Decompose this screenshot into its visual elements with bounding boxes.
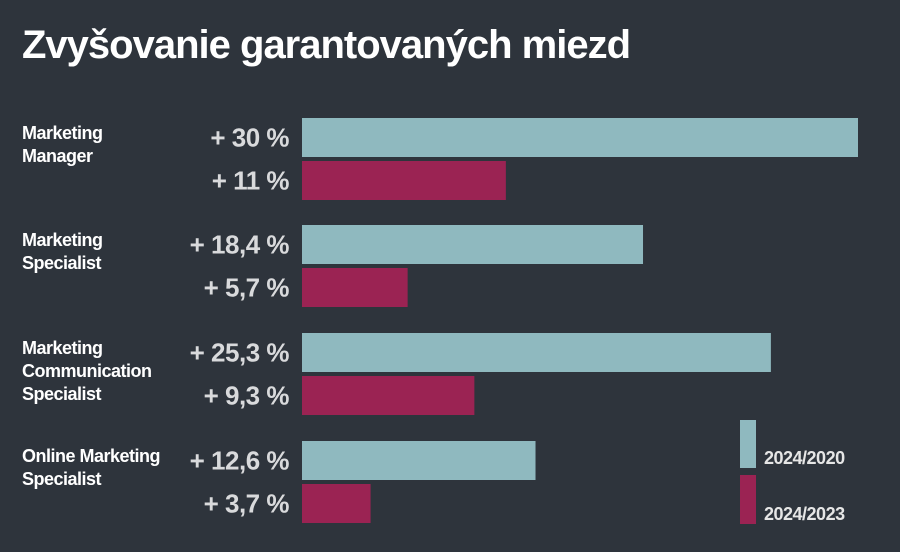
legend: 2024/2020 2024/2023 [740, 420, 846, 524]
value-label: + 9,3 % [204, 381, 290, 411]
category-label: Marketing Manager [22, 123, 103, 166]
bar-series-1 [302, 441, 536, 480]
legend-label: 2024/2023 [764, 504, 845, 524]
value-label: + 30 % [210, 123, 289, 153]
value-label: + 25,3 % [190, 338, 290, 368]
category-label-line: Online Marketing [22, 446, 160, 466]
bar-series-2 [302, 268, 408, 307]
category-label: Online Marketing Specialist [22, 446, 160, 489]
bar-series-2 [302, 376, 475, 415]
bar-series-2 [302, 161, 506, 200]
category-label-line: Marketing [22, 123, 103, 143]
category-label-line: Manager [22, 146, 93, 166]
value-label: + 11 % [212, 166, 290, 196]
category-label: Marketing Communication Specialist [22, 338, 152, 404]
legend-label: 2024/2020 [764, 448, 845, 468]
value-label: + 3,7 % [204, 489, 290, 519]
legend-swatch [740, 475, 756, 524]
bar-series-2 [302, 484, 371, 523]
category-label-line: Specialist [22, 469, 102, 489]
category-label-line: Marketing [22, 230, 103, 250]
category-label: Marketing Specialist [22, 230, 103, 273]
value-labels-layer: + 30 % + 11 % + 18,4 % + 5,7 % + 25,3 % + 9,3… [190, 123, 290, 519]
value-label: + 5,7 % [204, 273, 290, 303]
legend-swatch [740, 420, 756, 468]
bar-series-1 [302, 118, 858, 157]
bars-layer [302, 118, 858, 523]
value-label: + 12,6 % [190, 446, 290, 476]
bar-series-1 [302, 333, 771, 372]
category-label-line: Specialist [22, 384, 102, 404]
value-label: + 18,4 % [190, 230, 290, 260]
category-label-line: Specialist [22, 253, 102, 273]
category-label-line: Marketing [22, 338, 103, 358]
category-label-line: Communication [22, 361, 152, 381]
bar-series-1 [302, 225, 644, 264]
chart-title: Zvyšovanie garantovaných miezd [22, 23, 630, 67]
